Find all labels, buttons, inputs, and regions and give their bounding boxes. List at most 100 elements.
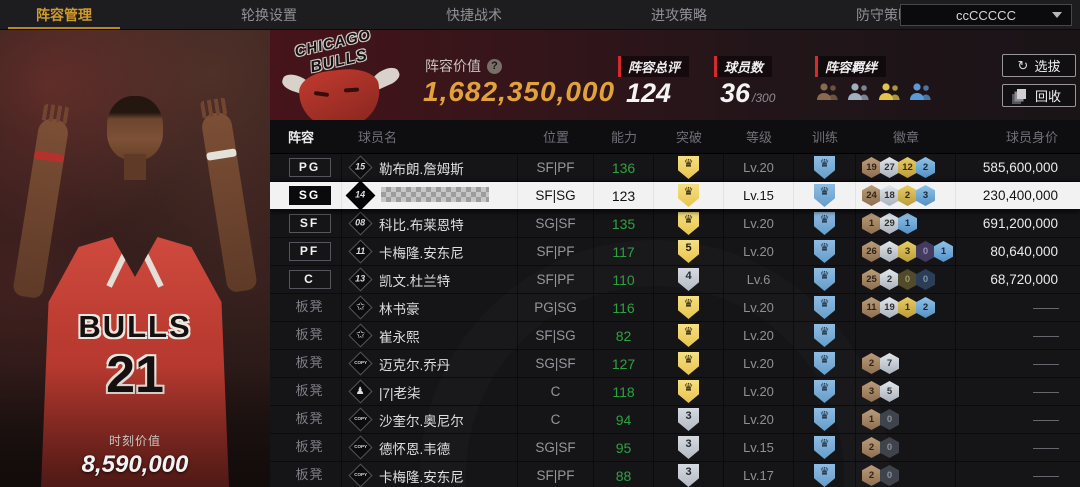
ability-value: 94 [594, 406, 654, 433]
bronze-badge-hex: 19 [862, 157, 881, 178]
player-name: 沙奎尔.奥尼尔 [379, 413, 464, 429]
crown-icon: ♛ [683, 354, 694, 366]
tab-3[interactable]: 进攻策略 [651, 6, 707, 23]
ability-value: 110 [594, 266, 654, 293]
silver-badge-hex: 2 [880, 269, 899, 290]
level-value: Lv.15 [724, 434, 794, 461]
position-slot-badge: SF [288, 214, 331, 233]
table-row[interactable]: 板凳 ✩ 崔永熙 SF|SG 82 ♛ Lv.20 ♛ —— [270, 322, 1080, 350]
position-slot-badge: 板凳 [295, 439, 324, 454]
breakthrough-badge: ♛ [678, 184, 699, 207]
player-price: —— [1033, 356, 1059, 371]
roster-table: 阵容 球员名 位置 能力 突破 等级 训练 徽章 球员身价 PG 15 勒布朗.… [270, 120, 1080, 487]
crown-icon: ♛ [683, 186, 694, 198]
copy-card-icon: COPY [348, 407, 373, 432]
silver-badge-hex: 19 [880, 297, 899, 318]
position-slot-badge: 板凳 [295, 355, 324, 370]
table-row[interactable]: C 13 凯文.杜兰特 SF|PF 110 4 Lv.6 ♛ 25 2 0 0 68,… [270, 266, 1080, 294]
blue-badge-hex: 2 [916, 157, 935, 178]
table-row[interactable]: SF 08 科比.布莱恩特 SG|SF 135 ♛ Lv.20 ♛ 1 29 1 6… [270, 210, 1080, 238]
col-position: 位置 [542, 130, 569, 145]
badge-list: 24 18 2 3 [856, 182, 956, 209]
tab-4[interactable]: 防守策略 [856, 6, 912, 23]
help-icon[interactable]: ? [487, 58, 502, 74]
level-value: Lv.6 [724, 266, 794, 293]
position-slot-badge: 板凳 [295, 299, 324, 314]
player-position: C [518, 406, 594, 433]
table-header: 阵容 球员名 位置 能力 突破 等级 训练 徽章 球员身价 [270, 120, 1080, 154]
col-price: 球员身价 [1005, 130, 1058, 145]
player-name: 勒布朗.詹姆斯 [379, 161, 464, 177]
level-value: Lv.20 [724, 378, 794, 405]
account-dropdown[interactable]: ccCCCCC [900, 4, 1072, 26]
bronze-badge-hex: 25 [862, 269, 881, 290]
tab-2[interactable]: 快捷战术 [446, 6, 502, 23]
player-name: 林书豪 [379, 301, 420, 317]
player-price: —— [1033, 384, 1059, 399]
training-badge: ♛ [814, 380, 835, 403]
level-value: Lv.17 [724, 462, 794, 487]
player-right-arm [200, 110, 258, 294]
ability-value: 118 [594, 378, 654, 405]
ability-value: 123 [594, 182, 654, 209]
training-badge: ♛ [814, 296, 835, 319]
badge-list [856, 322, 956, 349]
breakthrough-badge: 3 [678, 436, 699, 459]
crown-icon: ♛ [683, 382, 694, 394]
bulls-logo: CHICAGO BULLS [270, 30, 420, 120]
gray-dim-badge-hex: 0 [880, 437, 899, 458]
team-header: CHICAGO BULLS 阵容价值 ? 1,682,350,000 阵容总评 … [270, 30, 1080, 120]
crown-icon: ♛ [683, 214, 694, 226]
chevron-down-icon [1052, 12, 1062, 18]
tab-0[interactable]: 阵容管理 [8, 0, 120, 29]
silver-bond-icon [847, 82, 871, 102]
tab-1[interactable]: 轮换设置 [241, 6, 297, 23]
gray-dim-badge-hex: 0 [880, 409, 899, 430]
moment-value: 8,590,000 [81, 451, 189, 478]
ability-value: 136 [594, 154, 654, 181]
select-players-button[interactable]: ↻ 选拔 [1002, 54, 1076, 77]
badge-list: 1 29 1 [856, 210, 956, 237]
nav-tabs: 阵容管理 轮换设置 快捷战术 进攻策略 防守策略 [0, 0, 1059, 29]
position-slot-badge: PF [288, 242, 331, 261]
player-name: 凯文.杜兰特 [379, 273, 451, 289]
player-position: SF|PF [518, 154, 594, 181]
level-value: Lv.20 [724, 154, 794, 181]
table-row[interactable]: SG 14 SF|SG 123 ♛ Lv.15 ♛ 24 18 2 3 230,400… [270, 180, 1080, 211]
silver-badge-hex: 29 [880, 213, 899, 234]
col-training: 训练 [811, 130, 838, 145]
recycle-button[interactable]: 回收 [1002, 84, 1076, 107]
copy-card-icon: COPY [348, 435, 373, 460]
training-badge: ♛ [814, 212, 835, 235]
player-position: SG|SF [518, 350, 594, 377]
table-row[interactable]: PG 15 勒布朗.詹姆斯 SF|PF 136 ♛ Lv.20 ♛ 19 27 12… [270, 154, 1080, 182]
table-row[interactable]: 板凳 ✩ 林书豪 PG|SG 116 ♛ Lv.20 ♛ 11 19 1 2 —— [270, 294, 1080, 322]
table-row[interactable]: PF 11 卡梅隆.安东尼 SF|PF 117 5 Lv.20 ♛ 26 6 3 0 1… [270, 238, 1080, 266]
blue-bond-icon [909, 82, 933, 102]
card-number-icon: 15 [348, 155, 373, 180]
crown-icon: ♛ [683, 298, 694, 310]
player-price: 80,640,000 [990, 244, 1058, 259]
badge-list: 26 6 3 0 1 [856, 238, 956, 265]
level-value: Lv.20 [724, 210, 794, 237]
silver-badge-hex: 7 [880, 353, 899, 374]
badge-list: 19 27 12 2 [856, 154, 956, 181]
gold-badge-hex: 3 [898, 241, 917, 262]
ability-value: 135 [594, 210, 654, 237]
player-position: SF|PF [518, 266, 594, 293]
bonds-label: 阵容羁绊 [815, 56, 887, 77]
level-value: Lv.20 [724, 350, 794, 377]
position-slot-badge: SG [288, 186, 331, 205]
bronze-badge-hex: 2 [862, 353, 881, 374]
player-price: 68,720,000 [990, 272, 1058, 287]
position-slot-badge: 板凳 [295, 411, 324, 426]
